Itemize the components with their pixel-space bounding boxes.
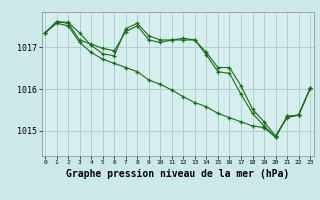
X-axis label: Graphe pression niveau de la mer (hPa): Graphe pression niveau de la mer (hPa) — [66, 169, 289, 179]
